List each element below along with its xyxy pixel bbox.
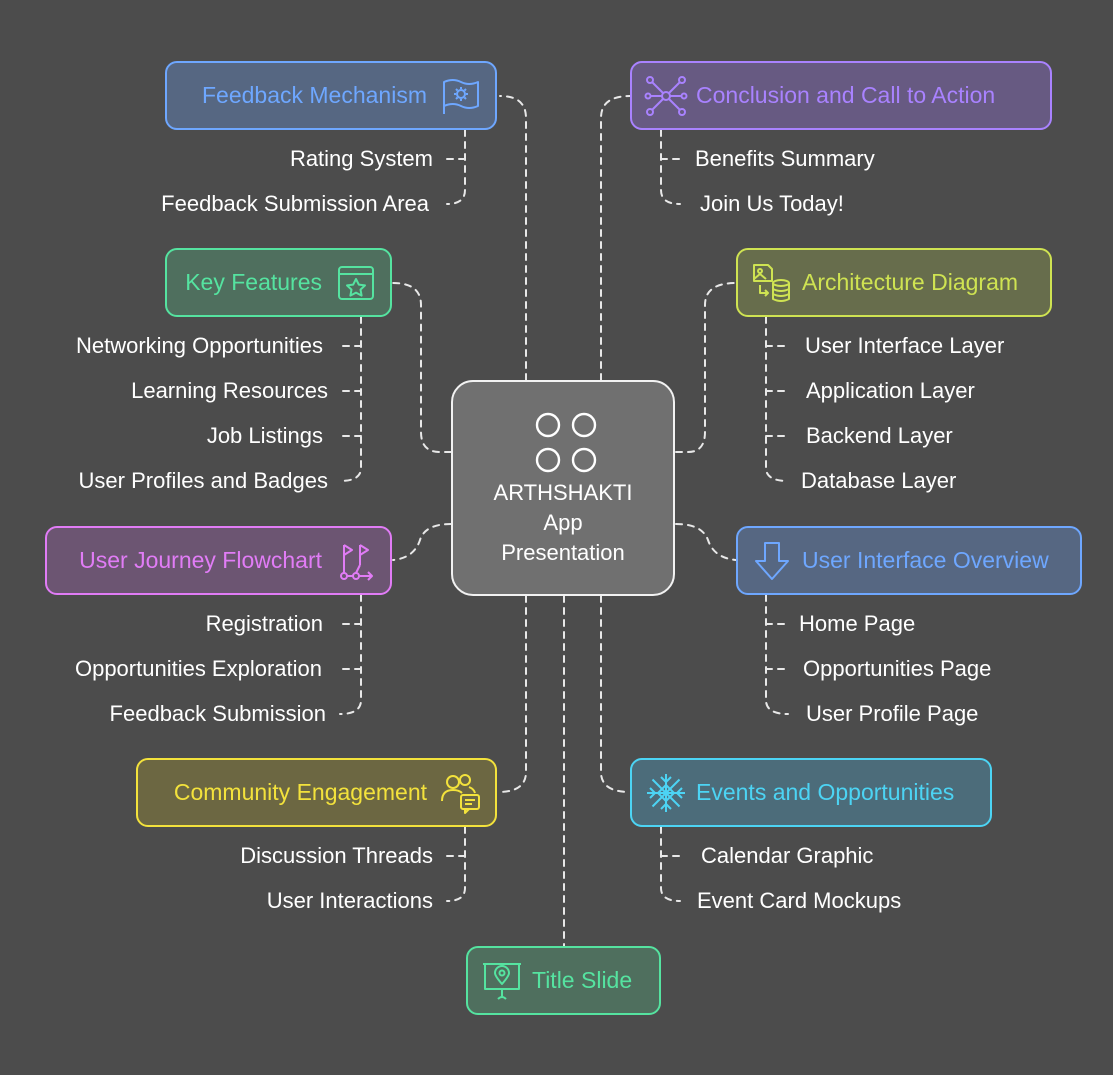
users-chat-icon bbox=[439, 771, 483, 815]
connector-ui-overview bbox=[675, 523, 737, 561]
connector-conclusion bbox=[600, 95, 631, 381]
leaf-networking-opportunities: Networking Opportunities bbox=[75, 333, 323, 358]
leaf-user-profile-page: User Profile Page bbox=[806, 701, 979, 726]
node-conclusion-call-to-action[interactable]: Conclusion and Call to Action bbox=[630, 61, 1052, 130]
node-community-engagement-label: Community Engagement bbox=[173, 779, 427, 805]
arrow-down-icon bbox=[750, 539, 794, 583]
leaf-registration: Registration bbox=[205, 611, 323, 636]
node-feedback-mechanism[interactable]: Feedback Mechanism bbox=[165, 61, 497, 130]
leaf-backend-layer: Backend Layer bbox=[806, 423, 953, 448]
leaf-database-layer: Database Layer bbox=[801, 468, 957, 493]
node-user-journey-flowchart[interactable]: User Journey Flowchart bbox=[45, 526, 392, 595]
leaf-user-interactions: User Interactions bbox=[266, 888, 433, 913]
node-events-opportunities[interactable]: Events and Opportunities bbox=[630, 758, 992, 827]
leaf-benefits-summary: Benefits Summary bbox=[695, 146, 875, 171]
star-window-icon bbox=[334, 261, 378, 305]
leaf-home-page: Home Page bbox=[799, 611, 916, 636]
four-circles-icon bbox=[531, 408, 601, 478]
leaf-join-us-today: Join Us Today! bbox=[700, 191, 844, 216]
connector-architecture bbox=[675, 282, 737, 453]
gear-flag-icon bbox=[439, 74, 483, 118]
node-architecture-diagram[interactable]: Architecture Diagram bbox=[736, 248, 1052, 317]
leaf-job-listings: Job Listings bbox=[206, 423, 323, 448]
network-nodes-icon bbox=[644, 74, 688, 118]
leaf-rating-system: Rating System bbox=[289, 146, 433, 171]
leaf-opportunities-exploration: Opportunities Exploration bbox=[74, 656, 322, 681]
node-key-features[interactable]: Key Features bbox=[165, 248, 392, 317]
node-community-engagement[interactable]: Community Engagement bbox=[136, 758, 497, 827]
leaf-learning-resources: Learning Resources bbox=[131, 378, 328, 403]
node-events-label: Events and Opportunities bbox=[696, 779, 955, 805]
node-title-slide[interactable]: Title Slide bbox=[466, 946, 661, 1015]
node-key-features-label: Key Features bbox=[185, 269, 322, 295]
presentation-board-icon bbox=[480, 959, 524, 1003]
leaf-event-card-mockups: Event Card Mockups bbox=[697, 888, 902, 913]
leaf-discussion-threads: Discussion Threads bbox=[240, 843, 433, 868]
leaf-user-interface-layer: User Interface Layer bbox=[805, 333, 1005, 358]
flow-flags-icon bbox=[334, 539, 378, 583]
node-feedback-mechanism-label: Feedback Mechanism bbox=[202, 82, 427, 108]
image-database-icon bbox=[750, 261, 794, 305]
node-ui-overview-label: User Interface Overview bbox=[802, 547, 1049, 573]
leaf-feedback-submission-area: Feedback Submission Area bbox=[161, 191, 429, 216]
node-conclusion-label: Conclusion and Call to Action bbox=[696, 82, 996, 108]
connector-key-features bbox=[392, 282, 452, 453]
leaf-application-layer: Application Layer bbox=[806, 378, 975, 403]
center-node[interactable]: ARTHSHAKTI App Presentation bbox=[451, 380, 675, 596]
connector-user-journey bbox=[392, 523, 452, 561]
connector-community bbox=[497, 595, 527, 793]
connector-feedback bbox=[499, 95, 527, 381]
leaf-calendar-graphic: Calendar Graphic bbox=[701, 843, 874, 868]
snowflake-icon bbox=[644, 771, 688, 815]
center-title: ARTHSHAKTI App Presentation bbox=[493, 480, 633, 565]
connector-events bbox=[600, 595, 631, 793]
node-user-interface-overview[interactable]: User Interface Overview bbox=[736, 526, 1082, 595]
leaf-opportunities-page: Opportunities Page bbox=[803, 656, 992, 681]
leaf-user-profiles-badges: User Profiles and Badges bbox=[78, 468, 328, 493]
node-title-slide-label: Title Slide bbox=[532, 967, 633, 993]
node-architecture-label: Architecture Diagram bbox=[802, 269, 1019, 295]
node-user-journey-flowchart-label: User Journey Flowchart bbox=[79, 547, 322, 573]
leaf-feedback-submission: Feedback Submission bbox=[109, 701, 326, 726]
